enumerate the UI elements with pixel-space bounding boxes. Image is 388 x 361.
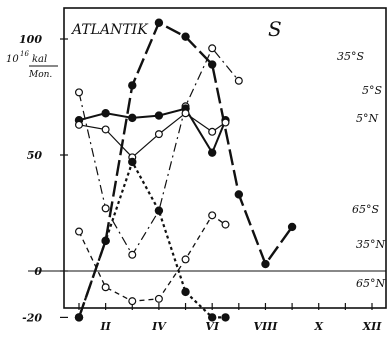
- series-layer: [74, 18, 297, 322]
- x-tick-label: VI: [205, 320, 220, 333]
- data-point: [101, 236, 110, 246]
- series-labels: 35°S 5°S 5°N 65°S 35°N 65°N: [337, 50, 385, 290]
- data-point: [221, 118, 230, 127]
- data-point: [101, 109, 110, 118]
- data-point: [207, 313, 217, 322]
- series-label: 35°S: [337, 50, 364, 63]
- data-point: [101, 283, 110, 292]
- data-point: [181, 255, 190, 264]
- y-tick-label: 100: [19, 33, 42, 46]
- data-point: [234, 190, 244, 199]
- series-line-1: [77, 21, 294, 318]
- plot-frame: [63, 7, 387, 309]
- series-line-6: [78, 214, 226, 302]
- y-unit-sup: 16: [20, 50, 29, 58]
- data-point: [208, 127, 217, 136]
- x-tick-label: IV: [151, 320, 167, 333]
- data-point: [181, 287, 190, 297]
- series-label: 65°S: [352, 203, 379, 216]
- series-label: 5°N: [356, 112, 378, 125]
- x-tick-label: II: [99, 320, 111, 333]
- series-line-3: [78, 107, 227, 155]
- data-point: [154, 130, 163, 139]
- series-label: 5°S: [362, 84, 382, 97]
- data-point: [261, 259, 270, 269]
- data-point: [208, 211, 217, 220]
- data-point: [287, 222, 297, 232]
- x-tick-label: XII: [362, 320, 383, 333]
- data-point: [154, 111, 164, 120]
- data-point: [74, 88, 83, 97]
- data-point: [154, 294, 163, 303]
- y-tick-label: 0: [34, 265, 42, 278]
- data-point: [74, 120, 83, 129]
- y-tick-label: 50: [27, 149, 43, 162]
- series-line-5: [77, 159, 226, 319]
- y-unit-exponent: 10: [6, 54, 19, 65]
- x-tick-label: X: [313, 320, 323, 333]
- data-point: [154, 18, 164, 27]
- data-point: [207, 148, 217, 157]
- data-point: [221, 313, 230, 322]
- data-point: [181, 109, 190, 118]
- series-line-4: [78, 112, 226, 159]
- data-point: [181, 32, 190, 41]
- series-label: 35°N: [356, 238, 385, 251]
- data-point: [128, 113, 137, 123]
- y-unit-num: kal: [32, 54, 47, 65]
- data-point: [101, 125, 110, 134]
- data-point: [128, 297, 137, 306]
- data-point: [208, 44, 217, 53]
- corner-label: S: [268, 17, 282, 41]
- data-point: [101, 204, 110, 213]
- data-point: [128, 157, 137, 167]
- data-point: [154, 206, 164, 215]
- axis-ticks: 100 50 0 -20 II IV VI VIII X XII: [19, 33, 386, 333]
- data-point: [74, 313, 84, 322]
- y-unit-label: 10 16 kal Mon.: [6, 50, 58, 80]
- data-point: [128, 81, 137, 90]
- data-point: [128, 250, 137, 259]
- data-point: [74, 227, 83, 236]
- data-point: [221, 220, 230, 229]
- x-tick-label: VIII: [253, 320, 278, 333]
- y-unit-den: Mon.: [28, 70, 52, 80]
- y-tick-label: -20: [22, 311, 42, 324]
- panel-label: ATLANTIK: [70, 22, 149, 38]
- series-label: 65°N: [356, 277, 385, 290]
- data-point: [234, 76, 243, 85]
- data-point: [207, 60, 217, 69]
